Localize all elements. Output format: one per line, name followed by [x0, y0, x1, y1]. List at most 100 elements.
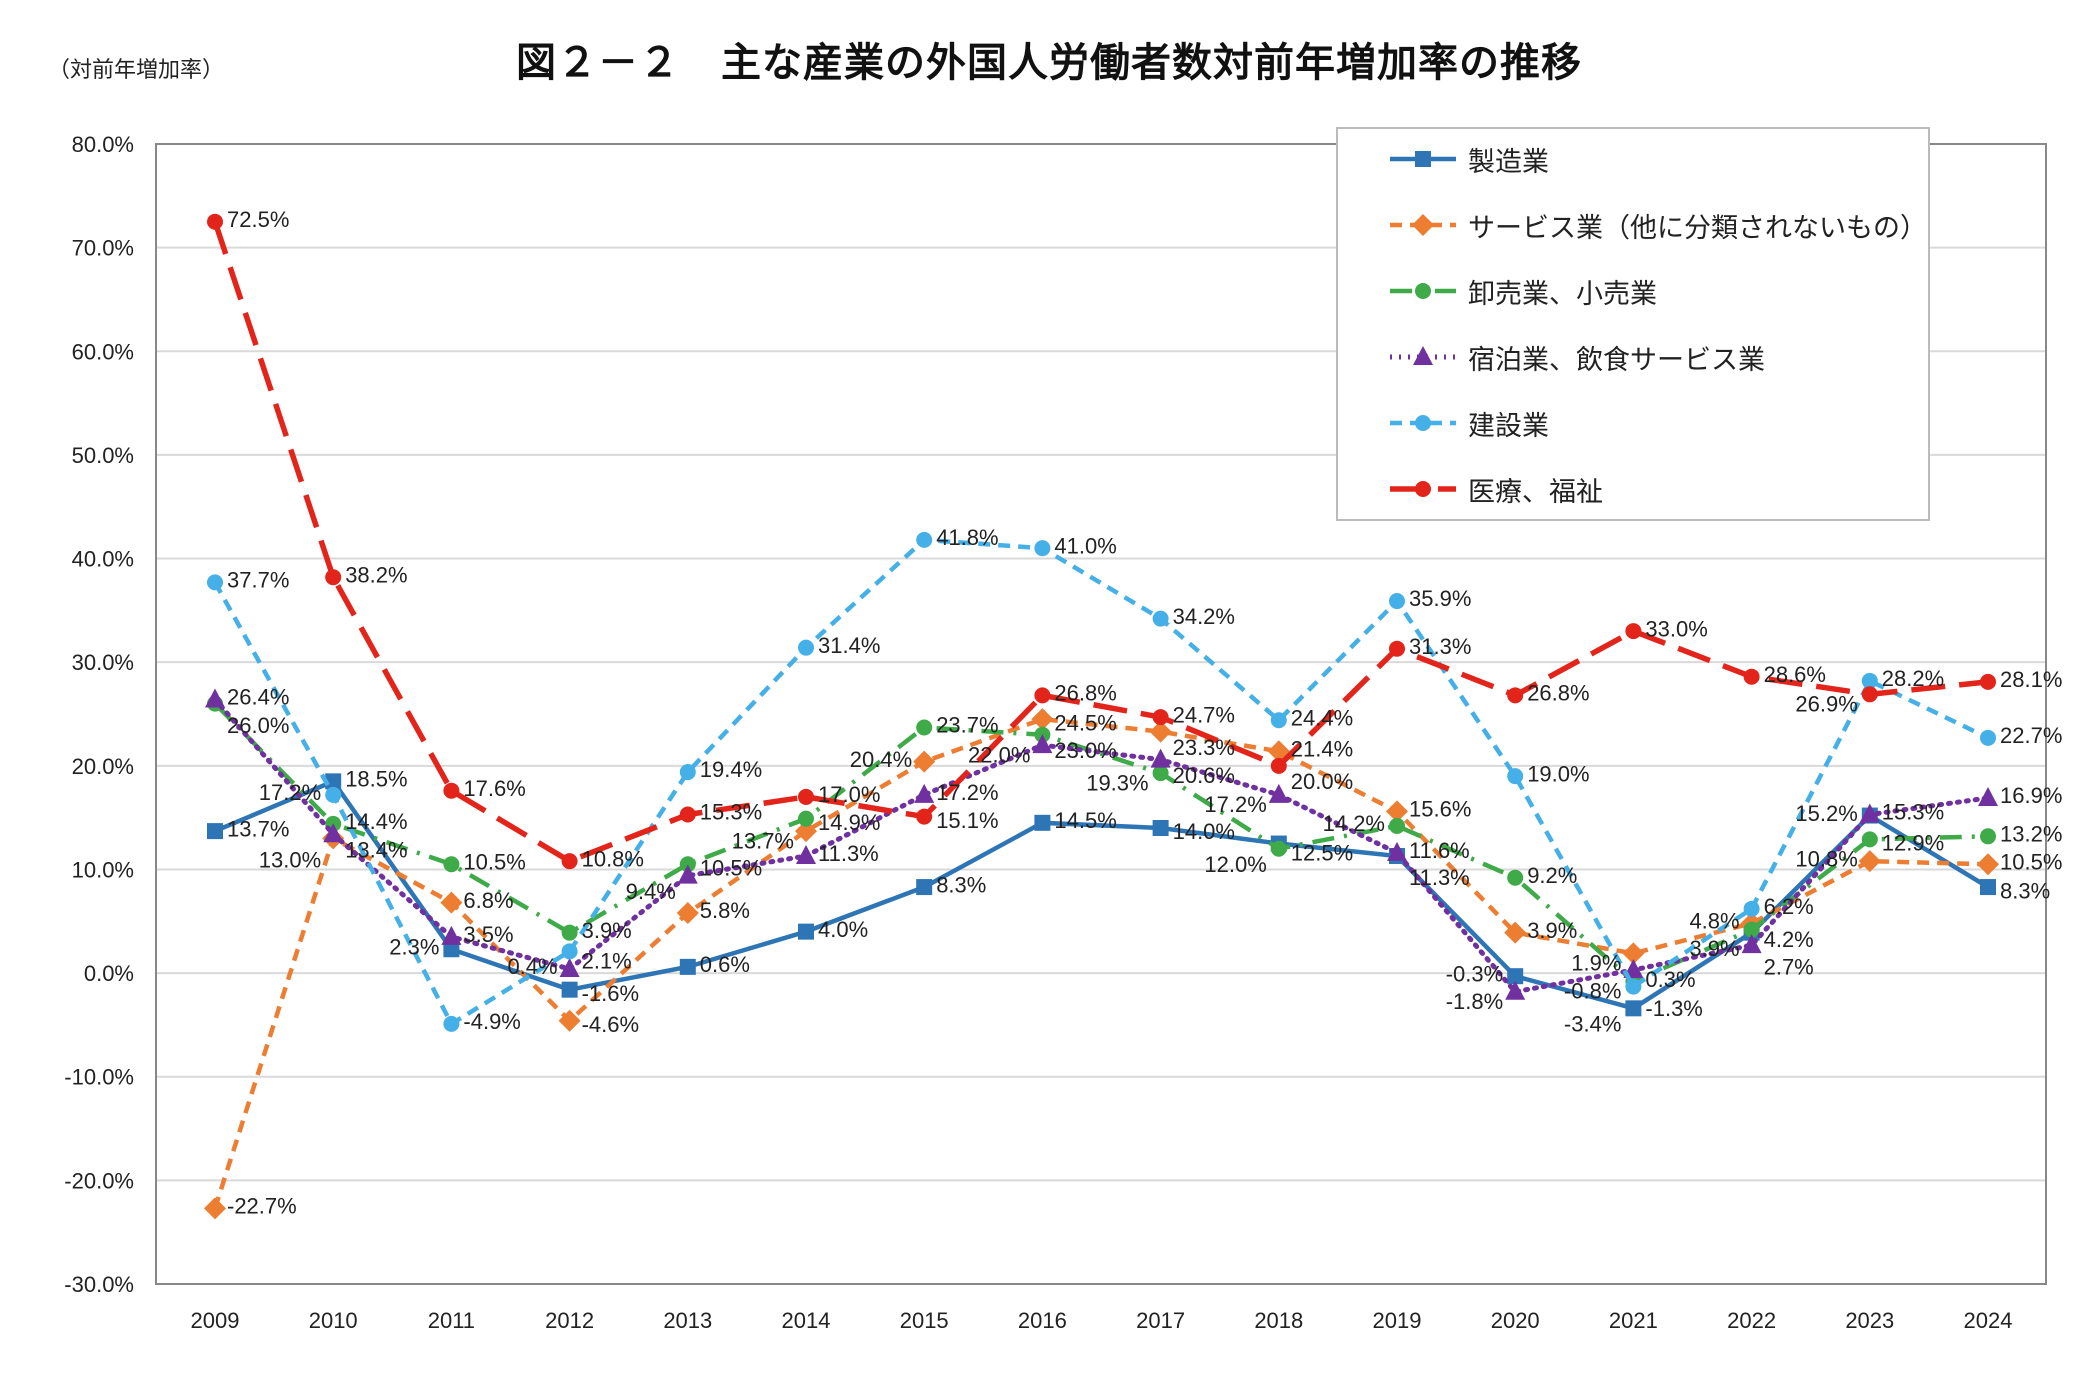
data-point — [796, 844, 816, 864]
data-point — [325, 773, 342, 790]
data-label: -1.8% — [1446, 989, 1503, 1014]
data-point — [679, 764, 696, 781]
data-point — [1270, 840, 1287, 857]
data-point — [1625, 623, 1642, 640]
data-point — [916, 531, 933, 548]
data-point — [1505, 980, 1526, 1000]
data-label: 13.4% — [345, 837, 407, 862]
data-label: 21.4% — [1291, 737, 1353, 762]
data-point — [1743, 668, 1760, 685]
data-point — [1980, 673, 1996, 690]
data-label: 10.5% — [700, 855, 762, 880]
data-point — [1507, 968, 1524, 985]
data-point — [916, 808, 933, 825]
data-point — [798, 923, 814, 940]
legend-item: 医療、福祉 — [1388, 469, 1603, 509]
data-point — [1861, 831, 1878, 848]
legend-label: 製造業 — [1468, 146, 1549, 178]
data-point — [1980, 729, 1996, 746]
data-label: -0.8% — [1564, 979, 1621, 1004]
series-1 — [204, 708, 1999, 1220]
data-point — [1622, 942, 1645, 965]
y-tick-label: -20.0% — [64, 1168, 134, 1193]
data-point — [1386, 800, 1408, 823]
y-tick-label: 30.0% — [72, 650, 134, 675]
data-label: 1.9% — [1571, 951, 1621, 976]
series-4 — [207, 531, 1996, 1032]
data-point — [1389, 640, 1405, 657]
data-label: 17.2% — [259, 780, 321, 805]
legend-label: サービス業（他に分類されないもの） — [1468, 212, 1927, 244]
legend-swatch-icon — [1390, 283, 1456, 299]
data-label: 23.0% — [1054, 738, 1116, 763]
data-point — [1034, 540, 1051, 557]
data-label: 34.2% — [1173, 604, 1235, 629]
legend-swatch-icon — [1390, 346, 1456, 365]
legend: 製造業 サービス業（他に分類されないもの） 卸売業、小売業 宿泊業、飲食サービス業 建設… — [1336, 127, 1930, 521]
data-label: 3.9% — [1689, 936, 1739, 961]
data-point — [1270, 712, 1287, 729]
data-point — [205, 688, 225, 708]
x-tick-label: 2015 — [900, 1308, 949, 1333]
data-label: 41.8% — [936, 525, 998, 550]
data-label: 14.4% — [345, 809, 407, 834]
legend-marker-icon — [1413, 346, 1433, 365]
data-point — [679, 958, 696, 975]
data-point — [1507, 869, 1524, 886]
data-label: 4.0% — [818, 917, 868, 942]
data-point — [1152, 820, 1169, 836]
x-tick-label: 2016 — [1018, 1308, 1067, 1333]
x-tick-label: 2010 — [309, 1308, 358, 1333]
data-point — [914, 783, 935, 803]
legend-swatch-icon — [1390, 415, 1456, 431]
data-point — [916, 879, 933, 896]
legend-marker-icon — [1415, 283, 1431, 299]
data-label: 0.3% — [1645, 967, 1695, 992]
data-point — [561, 943, 578, 960]
data-label: 38.2% — [345, 562, 407, 587]
data-label: 28.6% — [1764, 662, 1826, 687]
data-label: 2.3% — [389, 934, 439, 959]
data-point — [1152, 610, 1169, 627]
data-point — [1858, 850, 1881, 873]
data-point — [1507, 687, 1524, 704]
data-point — [1859, 803, 1880, 823]
series-line — [212, 696, 1991, 995]
chart-title: 図２－２ 主な産業の外国人労働者数対前年増加率の推移 — [516, 40, 1582, 86]
legend-swatch-icon — [1390, 481, 1456, 497]
series-line — [213, 537, 1989, 1028]
data-label: -1.6% — [582, 981, 639, 1006]
data-label: 31.3% — [1409, 634, 1471, 659]
data-point — [679, 806, 696, 823]
legend-item: 宿泊業、飲食サービス業 — [1388, 337, 1765, 377]
data-label: 17.2% — [1204, 792, 1266, 817]
data-label: 11.6% — [1409, 838, 1470, 863]
data-label: 23.3% — [1173, 735, 1235, 760]
data-point — [1034, 814, 1051, 831]
x-tick-label: 2018 — [1254, 1308, 1303, 1333]
data-label: 4.2% — [1764, 927, 1814, 952]
data-point — [323, 823, 344, 843]
data-label: 17.2% — [936, 780, 998, 805]
data-label: 19.3% — [1086, 770, 1148, 795]
data-label: 31.4% — [818, 633, 880, 658]
x-tick-label: 2014 — [782, 1308, 831, 1333]
data-label: 17.0% — [818, 782, 880, 807]
legend-label: 卸売業、小売業 — [1468, 278, 1657, 310]
data-label: 22.0% — [968, 742, 1030, 767]
data-labels: 13.7% 18.5% 2.3% -1.6% 0.6% 4.0% 8.3% 14.5% 14.0… — [227, 207, 2062, 1219]
data-label: 26.0% — [227, 713, 289, 738]
data-point — [677, 864, 698, 884]
x-tick-label: 2009 — [191, 1308, 240, 1333]
data-point — [443, 856, 460, 873]
data-label: 26.8% — [1054, 681, 1116, 706]
data-label: 37.7% — [227, 568, 289, 593]
data-point — [1389, 593, 1405, 610]
data-label: 9.2% — [1527, 863, 1577, 888]
data-point — [441, 925, 462, 945]
data-label: 3.5% — [463, 922, 513, 947]
data-label: 2.1% — [582, 949, 632, 974]
data-label: 72.5% — [227, 207, 289, 232]
y-tick-label: 20.0% — [72, 754, 134, 779]
